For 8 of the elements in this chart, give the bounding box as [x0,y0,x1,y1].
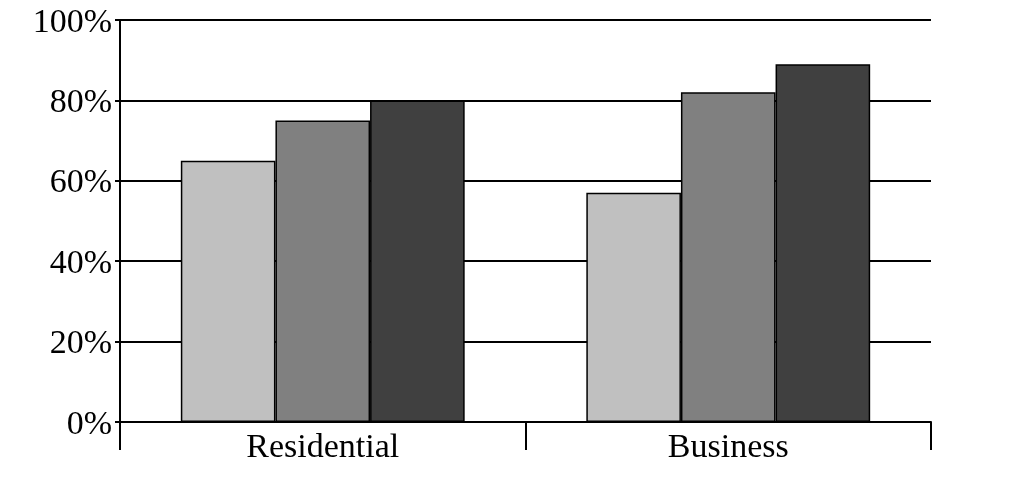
y-tick-label: 20% [49,323,112,361]
x-tick-label: Residential [246,426,400,464]
y-tick-label: 40% [49,242,112,280]
y-tick-label: 100% [32,1,112,39]
y-tick-label: 0% [66,403,112,441]
y-tick-label: 60% [49,162,112,200]
x-tick-label: Business [667,426,789,464]
y-tick-label: 80% [49,81,112,119]
